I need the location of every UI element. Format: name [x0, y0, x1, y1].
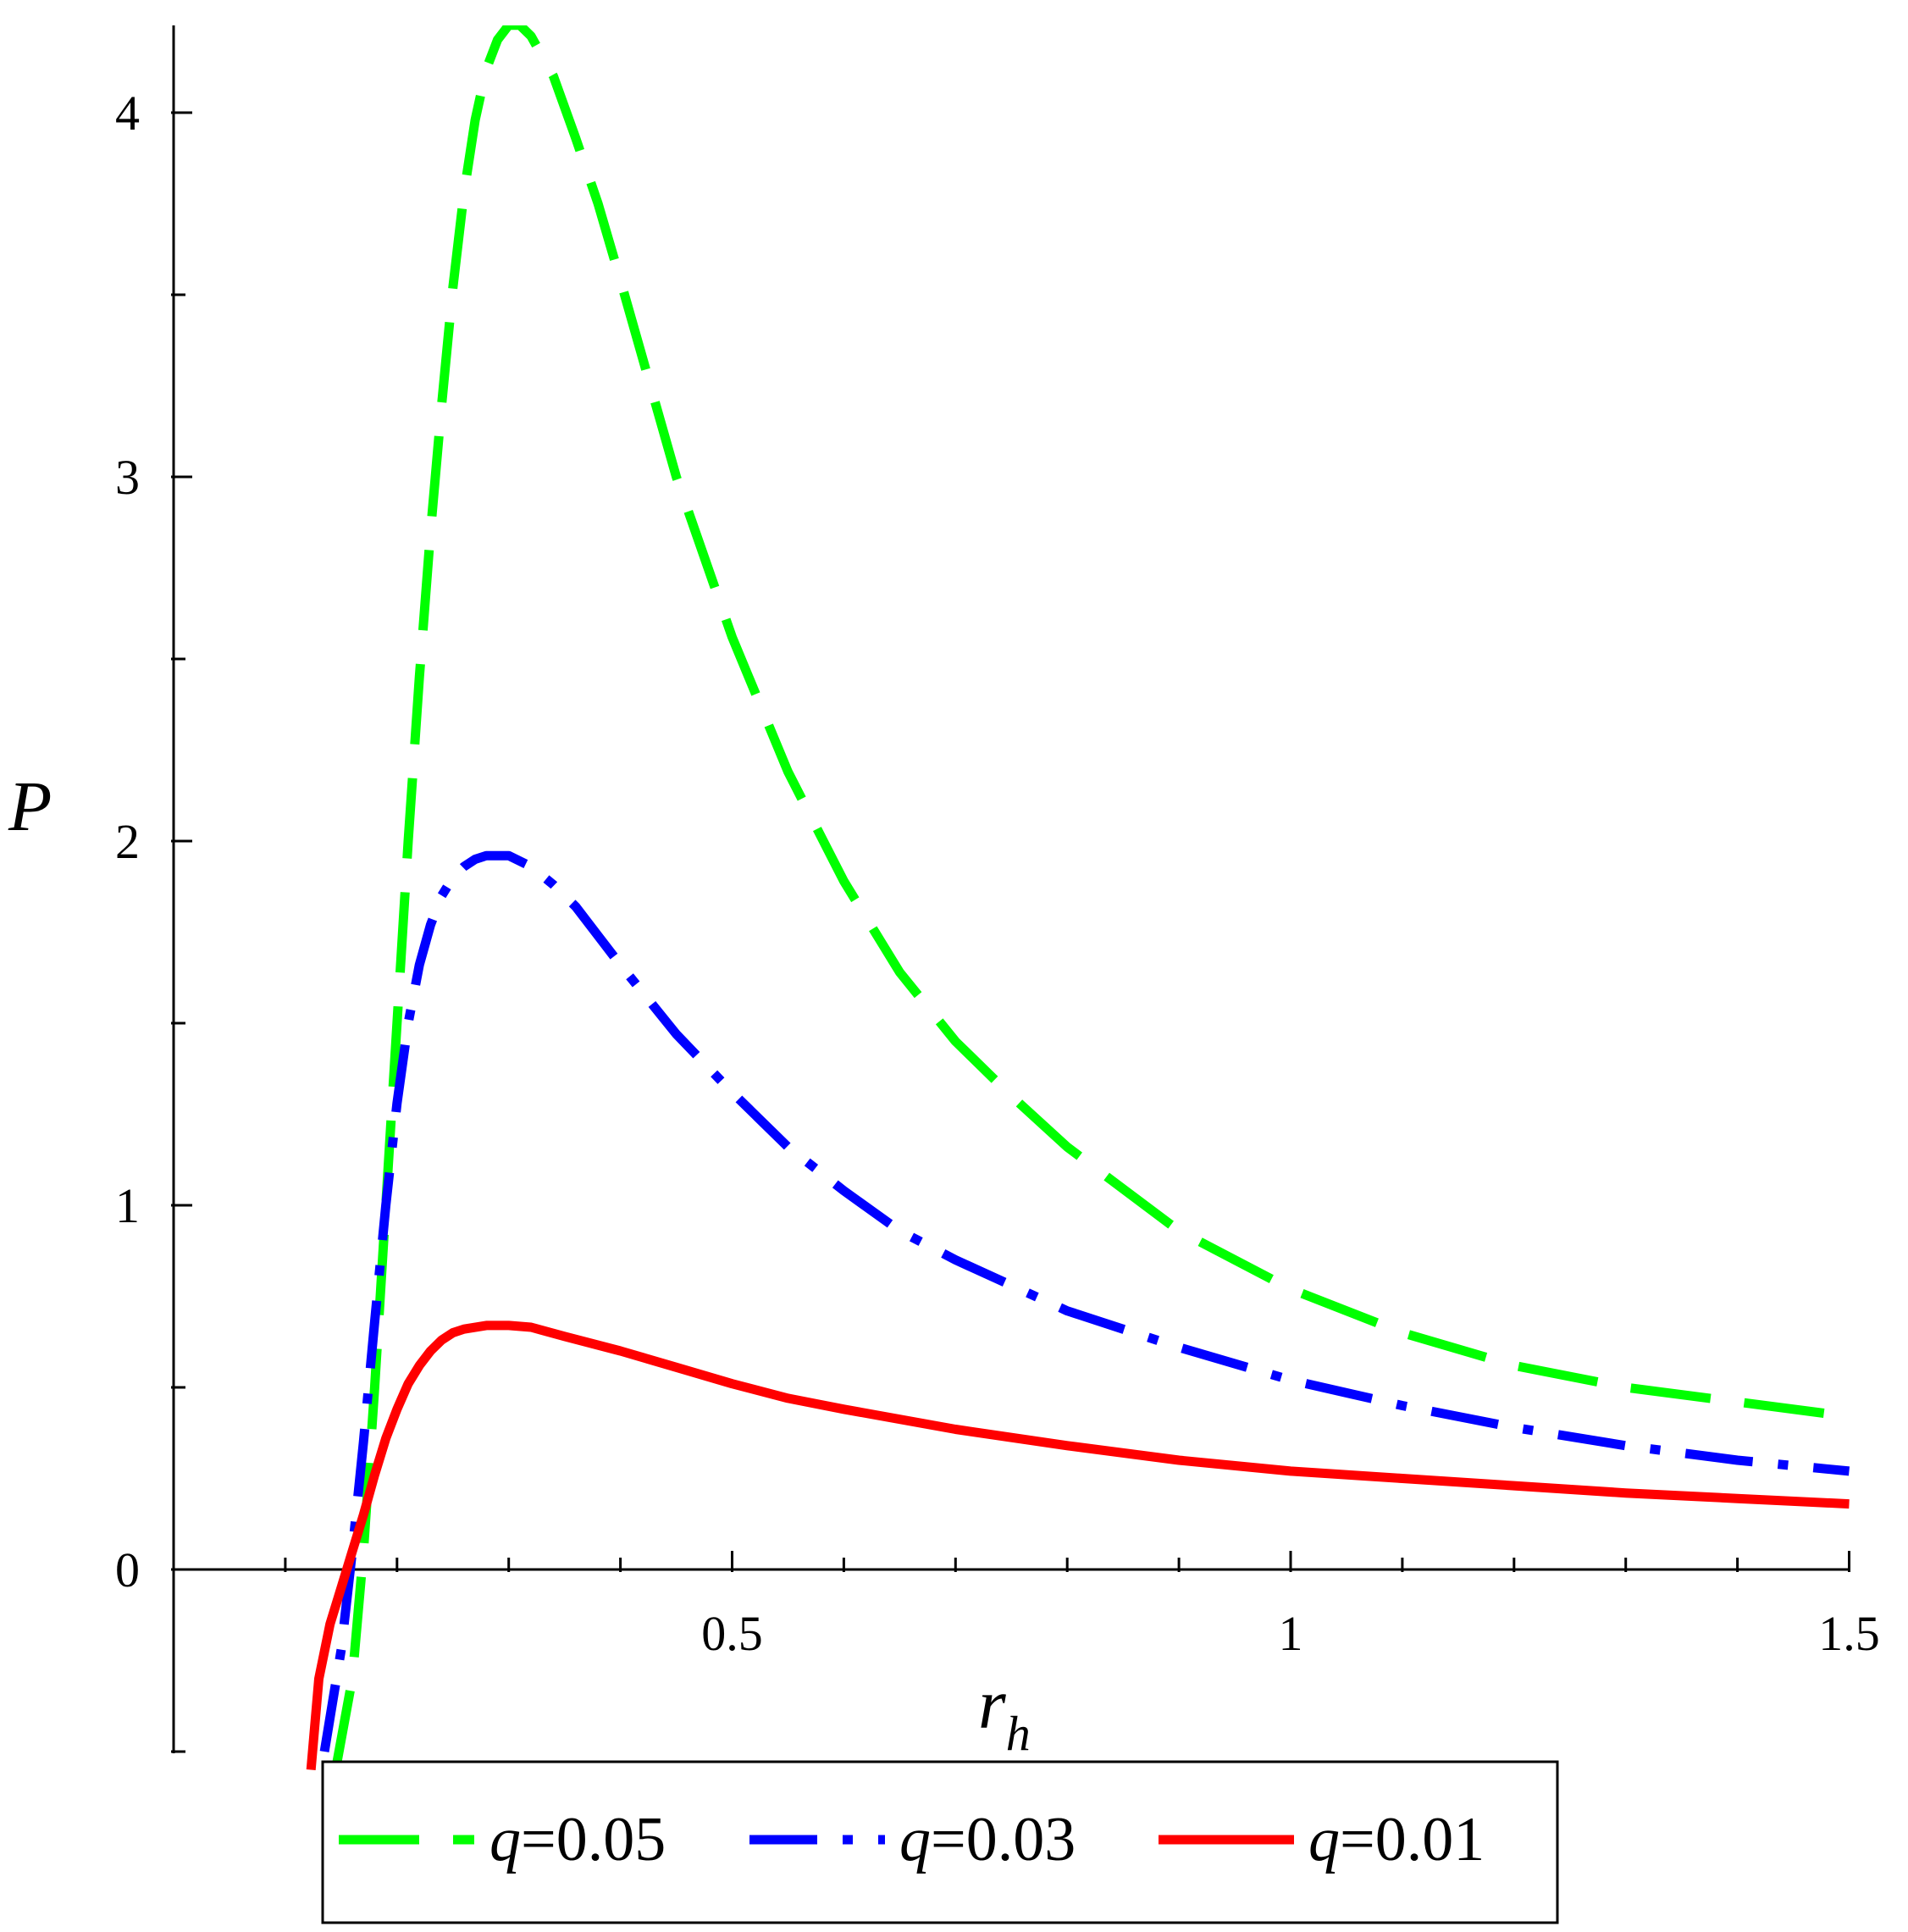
legend-entry-q-0-05: q=0.05 [339, 1805, 666, 1874]
legend-label-value: =0.05 [521, 1805, 666, 1874]
y-tick-label: 2 [115, 814, 140, 869]
legend-label-var: q [489, 1805, 521, 1874]
x-tick-label: 1.5 [1818, 1606, 1880, 1661]
legend: q=0.05 q=0.03 q=0.01 [321, 1760, 1559, 1924]
x-axis-title: rh [978, 1665, 1031, 1761]
legend-label-value: =0.03 [931, 1805, 1076, 1874]
x-tick-label: 1 [1279, 1606, 1303, 1661]
x-tick-label: 0.5 [701, 1606, 763, 1661]
legend-label-q-0-05: q=0.05 [489, 1805, 666, 1874]
x-axis-title-subscript: h [1006, 1706, 1031, 1761]
series-line-q-0-05 [330, 25, 1850, 1771]
series-line-q-0-01 [306, 1320, 1850, 1770]
legend-label-var: q [1308, 1805, 1340, 1874]
legend-entry-q-0-03: q=0.03 [749, 1805, 1076, 1874]
legend-label-var: q [899, 1805, 931, 1874]
y-axis-title: P [8, 767, 52, 846]
y-tick-label: 3 [115, 450, 140, 505]
y-tick-label: 1 [115, 1178, 140, 1233]
legend-label-q-0-01: q=0.01 [1308, 1805, 1485, 1874]
y-tick-label: 4 [115, 86, 140, 141]
legend-box [321, 1760, 1559, 1924]
y-tick-label: 0 [115, 1542, 140, 1597]
x-axis-title-main: r [978, 1665, 1006, 1744]
legend-label-q-0-03: q=0.03 [899, 1805, 1076, 1874]
series-line-q-0-03 [319, 850, 1850, 1752]
legend-entry-q-0-01: q=0.01 [1159, 1805, 1485, 1874]
legend-label-value: =0.01 [1340, 1805, 1485, 1874]
